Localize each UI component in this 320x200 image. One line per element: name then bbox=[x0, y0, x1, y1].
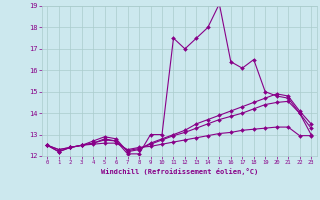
X-axis label: Windchill (Refroidissement éolien,°C): Windchill (Refroidissement éolien,°C) bbox=[100, 168, 258, 175]
